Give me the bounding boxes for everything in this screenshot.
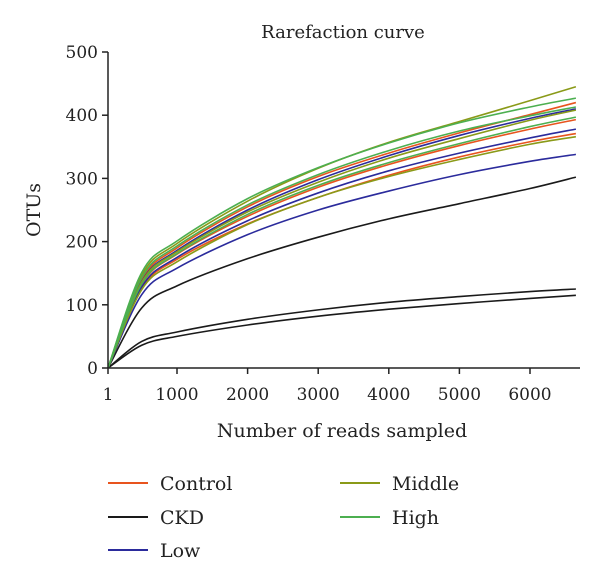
series-line-middle-1 [107, 85, 577, 369]
x-tick-label: 6000 [508, 385, 551, 405]
legend-label: Middle [392, 473, 459, 495]
series-line-ckd-3 [107, 294, 576, 369]
series-line-ckd-2 [107, 288, 576, 369]
legend-label: Low [160, 540, 201, 562]
legend-item-high: High [340, 507, 439, 529]
legend-item-middle: Middle [340, 473, 459, 495]
series-line-low-3 [107, 153, 577, 369]
y-axis-title: OTUs [23, 183, 45, 237]
legend-label: CKD [160, 507, 204, 529]
legend-label: High [392, 507, 439, 529]
legend: Control CKD Low Middle High [108, 473, 459, 562]
y-tick-label: 200 [66, 233, 98, 253]
y-tick-label: 500 [66, 43, 98, 63]
chart-title: Rarefaction curve [261, 22, 425, 43]
series-line-high-1 [107, 97, 577, 369]
x-tick-label: 4000 [367, 385, 410, 405]
y-tick-label: 400 [66, 106, 98, 126]
x-tick-label: 1 [103, 385, 114, 405]
series-line-control-2 [107, 118, 577, 369]
series-line-middle-3 [107, 135, 577, 369]
legend-item-control: Control [108, 473, 232, 495]
x-ticks: 1 1000 2000 3000 4000 5000 6000 [103, 368, 552, 405]
series-line-low-2 [107, 128, 577, 369]
series-line-ckd-1 [107, 176, 577, 369]
x-tick-label: 3000 [297, 385, 340, 405]
y-tick-label: 0 [87, 359, 98, 379]
series-line-high-2 [107, 106, 577, 369]
legend-label: Control [160, 473, 232, 495]
legend-item-ckd: CKD [108, 507, 204, 529]
x-axis-title: Number of reads sampled [217, 420, 467, 442]
y-tick-label: 300 [66, 169, 98, 189]
series-line-middle-2 [107, 109, 577, 369]
series-line-low-1 [107, 108, 577, 369]
x-tick-label: 5000 [438, 385, 481, 405]
x-tick-label: 1000 [155, 385, 198, 405]
series-layer [107, 85, 577, 369]
x-tick-label: 2000 [226, 385, 269, 405]
y-ticks: 0 100 200 300 400 500 [66, 43, 108, 379]
plot-area: 0 100 200 300 400 500 1 1000 2000 3000 4000 5000 60… [66, 43, 580, 405]
y-tick-label: 100 [66, 296, 98, 316]
series-line-high-3 [107, 116, 577, 369]
legend-item-low: Low [108, 540, 201, 562]
